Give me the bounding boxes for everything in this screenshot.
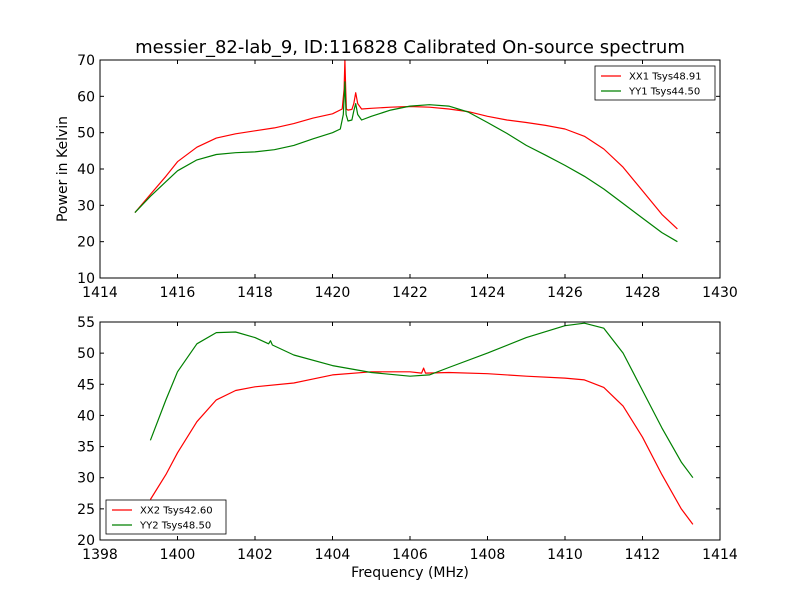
chart-title: messier_82-lab_9, ID:116828 Calibrated O… <box>135 37 685 58</box>
y-tick-label: 20 <box>77 533 95 549</box>
y-tick-label: 70 <box>77 53 95 69</box>
plot-1: 1414 1416 1418 1420 1422 1424 1426 1428 1430 10 20… <box>77 53 738 301</box>
y-tick-label: 20 <box>77 235 95 251</box>
y-tick-label: 35 <box>77 440 95 456</box>
x-axis-label: Frequency (MHz) <box>351 565 469 581</box>
x-tick-label: 1420 <box>315 285 351 301</box>
x-tick-label: 1400 <box>160 547 196 563</box>
x-tick-label: 1404 <box>315 547 351 563</box>
x-tick-label: 1402 <box>237 547 273 563</box>
legend-box-2 <box>105 499 227 535</box>
x-tick-label: 1412 <box>625 547 661 563</box>
series-line-2-1 <box>149 367 694 525</box>
y-tick-label: 40 <box>77 162 95 178</box>
x-tick-label: 1414 <box>702 547 738 563</box>
x-tick-label: 1410 <box>547 547 583 563</box>
x-tick-label: 1408 <box>470 547 506 563</box>
y-tick-label: 40 <box>77 408 95 424</box>
series-line-1-2 <box>134 81 678 243</box>
legend-label-2-2: YY2 Tsys48.50 <box>139 521 211 532</box>
x-tick-label: 1414 <box>82 285 118 301</box>
y-tick-label: 50 <box>77 126 95 142</box>
x-tick-label: 1426 <box>547 285 583 301</box>
legend-label-2-1: XX2 Tsys42.60 <box>140 506 213 517</box>
x-tick-label: 1422 <box>392 285 428 301</box>
y-tick-label: 55 <box>77 315 95 331</box>
legend-label-1-2: YY1 Tsys44.50 <box>628 87 700 98</box>
x-tick-label: 1428 <box>625 285 661 301</box>
x-tick-label: 1430 <box>702 285 738 301</box>
y-tick-label: 10 <box>77 271 95 287</box>
y-tick-label: 25 <box>77 502 95 518</box>
x-tick-label: 1406 <box>392 547 428 563</box>
x-tick-label: 1398 <box>82 547 118 563</box>
legend-box-1 <box>594 65 716 101</box>
x-tick-label: 1416 <box>160 285 196 301</box>
series-line-2-2 <box>149 322 694 479</box>
y-axis-label: Power in Kelvin <box>55 116 71 222</box>
x-tick-label: 1418 <box>237 285 273 301</box>
y-tick-label: 45 <box>77 377 95 393</box>
y-tick-label: 30 <box>77 198 95 214</box>
legend-label-1-1: XX1 Tsys48.91 <box>629 72 702 83</box>
x-tick-label: 1424 <box>470 285 506 301</box>
y-tick-label: 60 <box>77 89 95 105</box>
y-tick-label: 50 <box>77 346 95 362</box>
plot-2: 1398 1400 1402 1404 1406 1408 1410 1412 1414 20 25… <box>77 315 738 563</box>
y-tick-label: 30 <box>77 471 95 487</box>
series-line-1-1 <box>134 59 678 230</box>
